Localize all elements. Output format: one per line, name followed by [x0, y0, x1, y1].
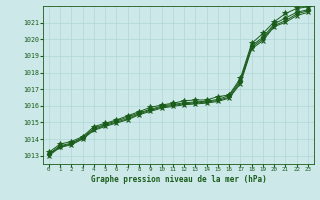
X-axis label: Graphe pression niveau de la mer (hPa): Graphe pression niveau de la mer (hPa) — [91, 175, 266, 184]
